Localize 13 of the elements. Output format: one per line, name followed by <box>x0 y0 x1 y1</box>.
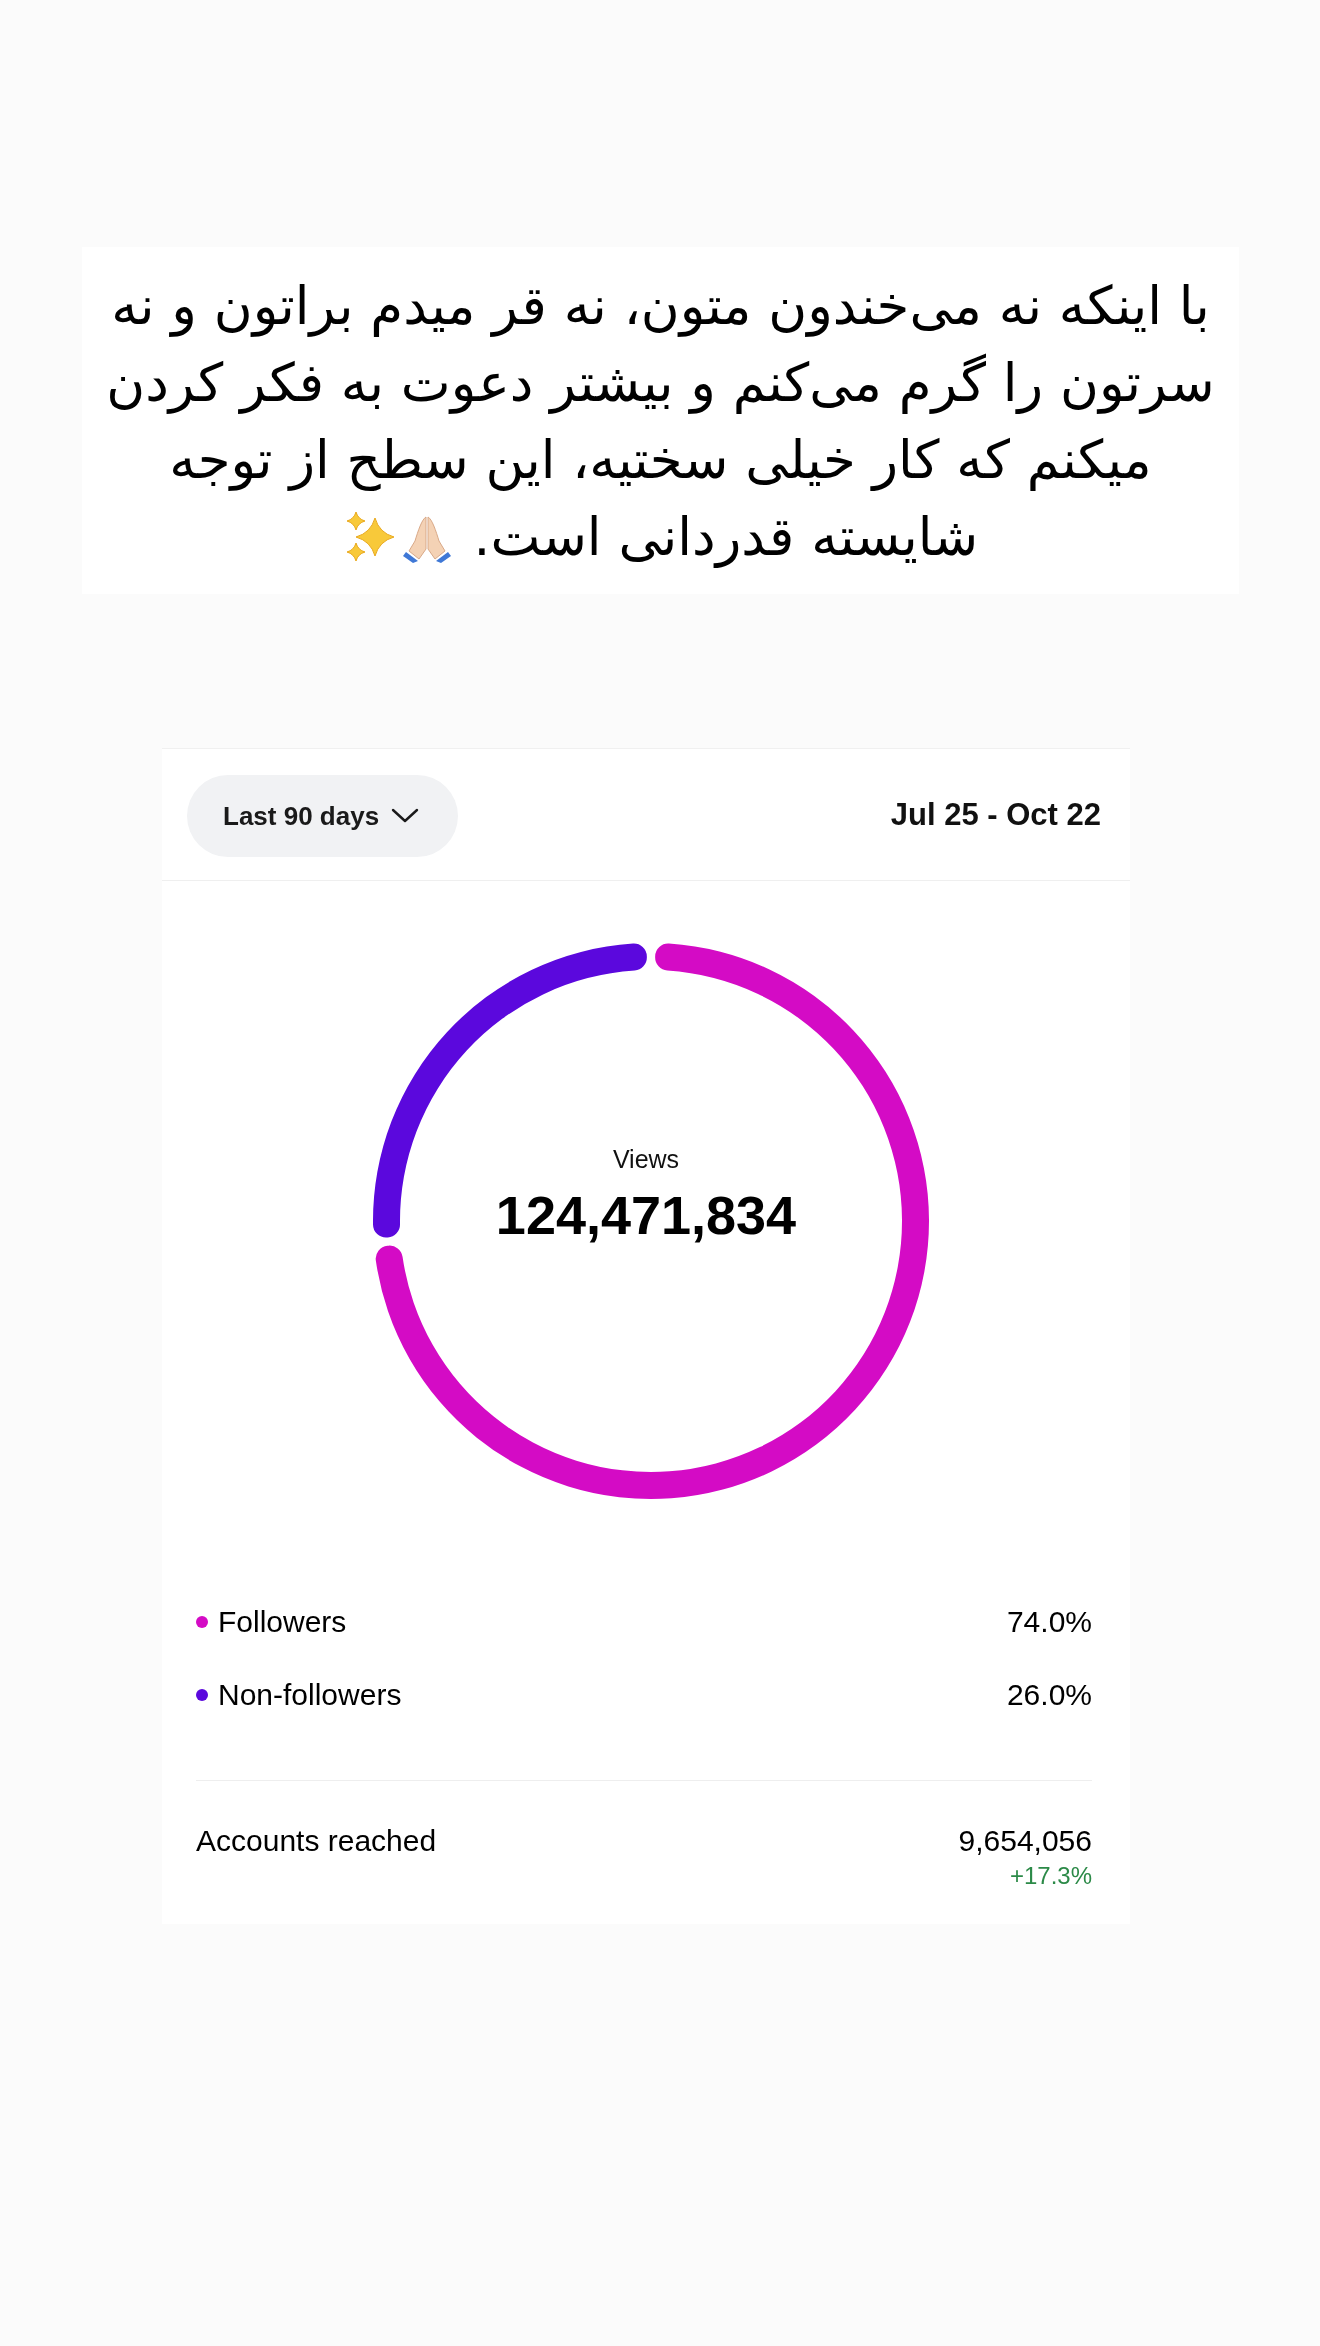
text: +17.3% <box>1009 1861 1092 1891</box>
legend-label: Followers <box>218 1605 348 1639</box>
text: Views <box>611 1144 681 1175</box>
data-label: 74.0% <box>1006 1605 1092 1639</box>
text: 124,471,834 <box>494 1184 798 1247</box>
legend-label: Non-followers <box>218 1678 403 1712</box>
data-label: 26.0% <box>1006 1678 1092 1712</box>
chart-subtitle: Jul 25 - Oct 22 <box>890 796 1101 834</box>
chart-title: با اینکه نه می‌خندون متون، نه قر میدم براتون و نه سرتون را گرم می‌کنم و بیشتر دعوت به فکر کردن میکنم که کار خیلی سختیه، این سطح از توجه شایسته قدردانی است. <box>106 274 1215 567</box>
donut-slice <box>375 943 929 1499</box>
text: Accounts reached <box>196 1823 437 1859</box>
text: 9,654,056 <box>958 1823 1092 1859</box>
dropdown-button: Last 90 days <box>187 775 458 857</box>
